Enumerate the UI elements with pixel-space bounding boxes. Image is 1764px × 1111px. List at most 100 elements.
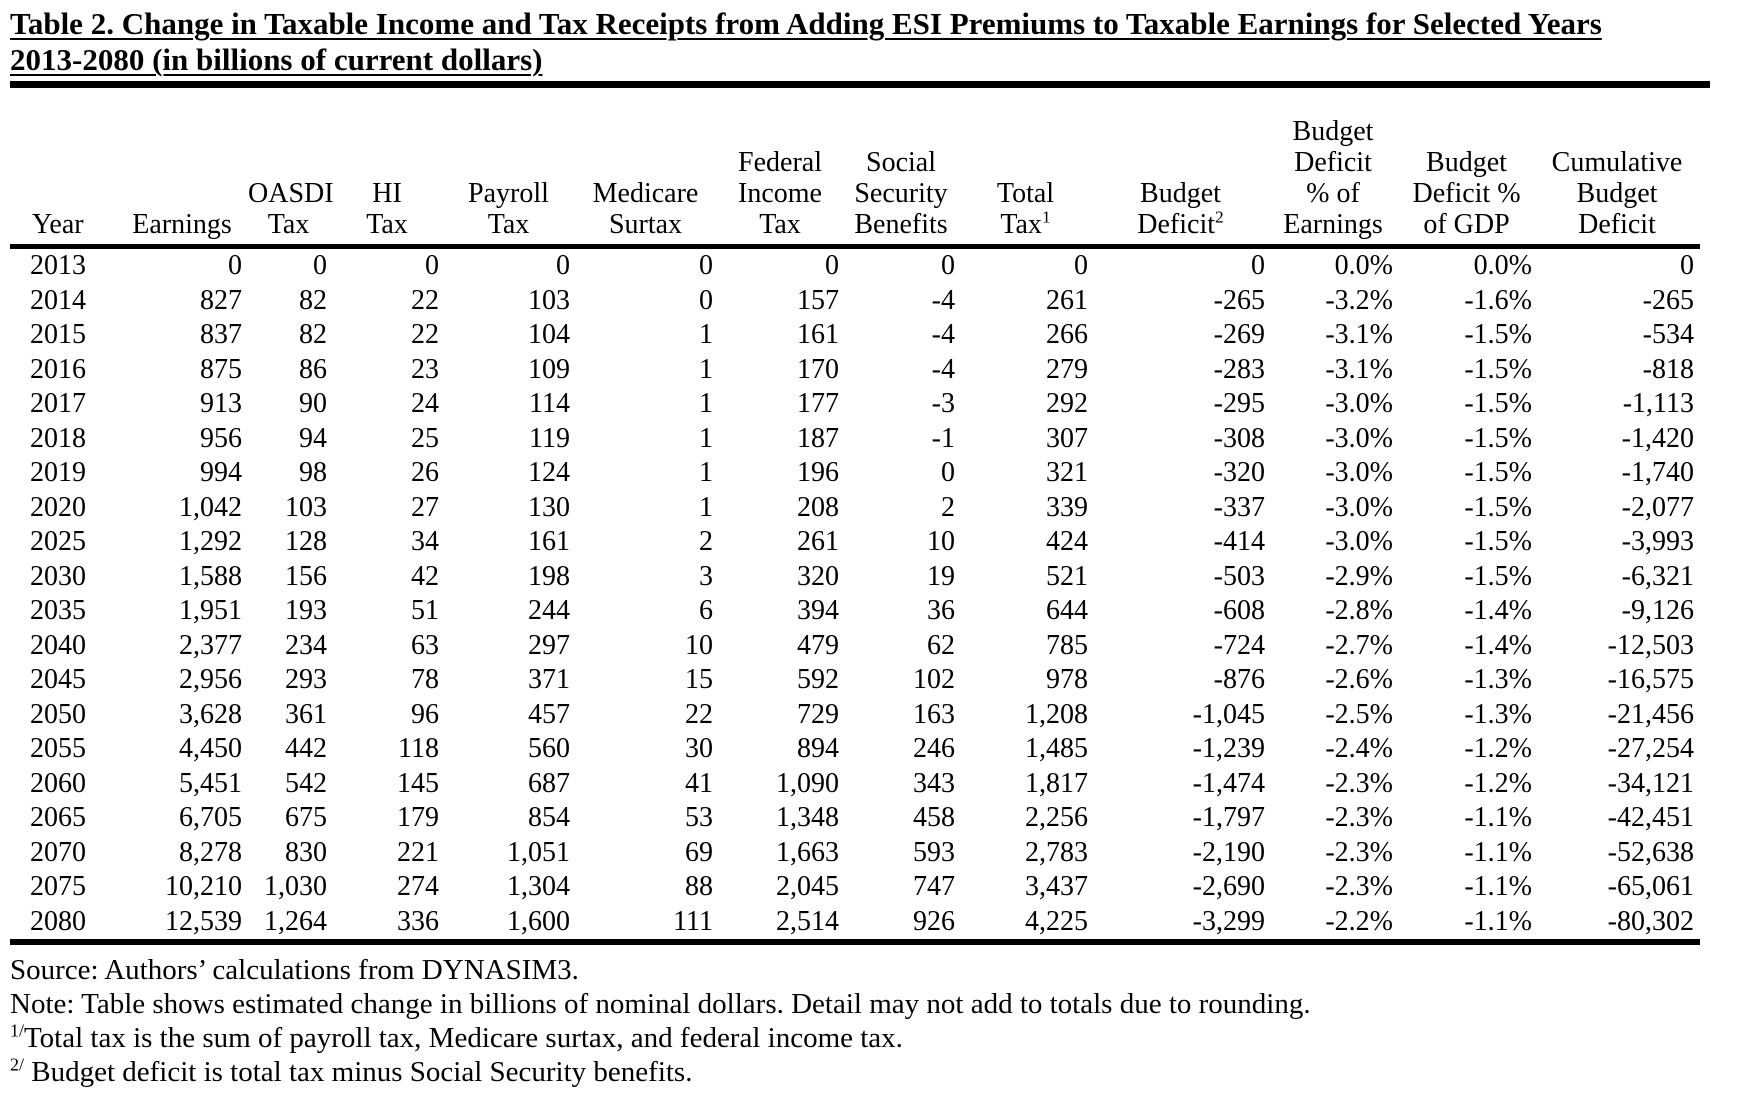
value-cell-cumulative-budget-deficit: -65,061 — [1607, 871, 1694, 902]
year-cell: 2015 — [30, 319, 86, 350]
value-cell-social-security-benefits: 62 — [927, 629, 955, 661]
column-header-federal-income-tax: Federal Income Tax — [719, 88, 845, 249]
value-cell-earnings: 994 — [200, 457, 242, 488]
value-cell-earnings: 827 — [200, 284, 242, 316]
value-cell-budget-deficit-pct-gdp: -1.5% — [1464, 388, 1532, 419]
rounding-note: Note: Table shows estimated change in bi… — [10, 988, 1311, 1020]
value-cell-social-security-benefits: 10 — [927, 526, 955, 557]
value-cell-hi-tax: 274 — [397, 871, 439, 902]
value-cell-social-security-benefits: -3 — [931, 388, 955, 419]
value-cell-payroll-tax: 1,304 — [507, 871, 570, 902]
value-cell-total-tax: 266 — [1046, 319, 1088, 350]
value-cell-medicare-surtax: 2 — [699, 526, 713, 557]
value-cell-budget-deficit-pct-gdp: -1.4% — [1464, 629, 1532, 661]
year-cell: 2050 — [30, 698, 86, 730]
value-cell-federal-income-tax: 177 — [797, 388, 839, 419]
value-cell-payroll-tax: 114 — [529, 388, 570, 419]
value-cell-earnings: 956 — [200, 422, 242, 454]
value-cell-federal-income-tax: 208 — [797, 491, 839, 523]
value-cell-budget-deficit: -337 — [1213, 491, 1265, 523]
value-cell-cumulative-budget-deficit: -818 — [1642, 353, 1694, 385]
value-cell-hi-tax: 22 — [411, 284, 439, 316]
value-cell-hi-tax: 221 — [397, 836, 439, 868]
value-cell-budget-deficit-pct-gdp: -1.3% — [1464, 664, 1532, 695]
year-cell: 2030 — [30, 560, 86, 592]
value-cell-social-security-benefits: -4 — [931, 284, 955, 316]
value-cell-budget-deficit-pct-earnings: -2.3% — [1325, 767, 1393, 799]
value-cell-payroll-tax: 1,051 — [507, 836, 570, 868]
value-cell-budget-deficit-pct-earnings: -2.9% — [1325, 560, 1393, 592]
value-cell-budget-deficit: -2,190 — [1192, 836, 1265, 868]
value-cell-total-tax: 1,817 — [1025, 767, 1088, 799]
footnote-2: 2/ Budget deficit is total tax minus Soc… — [10, 1055, 1730, 1089]
column-header-social-security-benefits: Social Security Benefits — [845, 88, 961, 249]
value-cell-total-tax: 339 — [1046, 491, 1088, 523]
value-cell-payroll-tax: 161 — [528, 526, 570, 557]
value-cell-oasdi-tax: 1,030 — [264, 871, 327, 902]
value-cell-oasdi-tax: 442 — [285, 733, 327, 764]
value-cell-budget-deficit-pct-gdp: -1.5% — [1464, 491, 1532, 523]
value-cell-budget-deficit-pct-gdp: -1.5% — [1464, 526, 1532, 557]
value-cell-budget-deficit: -265 — [1213, 284, 1265, 316]
value-cell-hi-tax: 145 — [397, 767, 439, 799]
value-cell-federal-income-tax: 187 — [797, 422, 839, 454]
value-cell-budget-deficit-pct-earnings: -3.1% — [1325, 319, 1393, 350]
value-cell-federal-income-tax: 2,045 — [776, 871, 839, 902]
value-cell-cumulative-budget-deficit: -1,420 — [1621, 422, 1694, 454]
value-cell-budget-deficit-pct-gdp: -1.6% — [1464, 284, 1532, 316]
value-cell-earnings: 1,951 — [179, 595, 242, 626]
value-cell-budget-deficit-pct-earnings: -2.7% — [1325, 629, 1393, 661]
value-cell-budget-deficit: -320 — [1213, 457, 1265, 488]
value-cell-hi-tax: 27 — [411, 491, 439, 523]
year-cell: 2070 — [30, 836, 86, 868]
table-row-2045: 2045 2,956 293 78 371 15 592 102 978 -876 -2.6% -1.… — [10, 663, 1700, 698]
value-cell-medicare-surtax: 53 — [685, 802, 713, 833]
value-cell-cumulative-budget-deficit: -3,993 — [1621, 526, 1694, 557]
value-cell-hi-tax: 118 — [398, 733, 439, 764]
value-cell-budget-deficit-pct-earnings: 0.0% — [1334, 250, 1393, 281]
value-cell-federal-income-tax: 1,348 — [776, 802, 839, 833]
value-cell-payroll-tax: 560 — [528, 733, 570, 764]
value-cell-cumulative-budget-deficit: -534 — [1642, 319, 1694, 350]
value-cell-social-security-benefits: 0 — [941, 250, 955, 281]
value-cell-medicare-surtax: 41 — [685, 767, 713, 799]
value-cell-oasdi-tax: 234 — [285, 629, 327, 661]
value-cell-payroll-tax: 119 — [529, 422, 570, 454]
year-cell: 2045 — [30, 664, 86, 695]
value-cell-total-tax: 4,225 — [961, 904, 1094, 945]
value-cell-budget-deficit-pct-gdp: -1.5% — [1464, 353, 1532, 385]
table-body: 2013 0 0 0 0 0 0 0 0 0 0.0% 0.0% 0 2014 827 82 22 103 0 157… — [10, 247, 1700, 945]
value-cell-social-security-benefits: 343 — [913, 767, 955, 799]
value-cell-social-security-benefits: 246 — [913, 733, 955, 764]
value-cell-budget-deficit: -3,299 — [1094, 904, 1271, 945]
value-cell-budget-deficit: 0 — [1251, 250, 1265, 281]
value-cell-budget-deficit-pct-earnings: -3.0% — [1325, 526, 1393, 557]
value-cell-budget-deficit-pct-gdp: -1.5% — [1464, 560, 1532, 592]
value-cell-budget-deficit-pct-gdp: 0.0% — [1473, 250, 1532, 281]
value-cell-federal-income-tax: 592 — [797, 664, 839, 695]
value-cell-budget-deficit: -608 — [1213, 595, 1265, 626]
table-row-2040: 2040 2,377 234 63 297 10 479 62 785 -724 -2.7% -1.4… — [10, 629, 1700, 664]
table-row-2015: 2015 837 82 22 104 1 161 -4 266 -269 -3.1% -1.5% -53… — [10, 318, 1700, 353]
year-cell: 2025 — [30, 526, 86, 557]
value-cell-total-tax: 424 — [1046, 526, 1088, 557]
value-cell-cumulative-budget-deficit: -1,113 — [1622, 388, 1694, 419]
value-cell-total-tax: 3,437 — [1025, 871, 1088, 902]
table-row-2025: 2025 1,292 128 34 161 2 261 10 424 -414 -3.0% -1.5%… — [10, 525, 1700, 560]
value-cell-cumulative-budget-deficit: -34,121 — [1607, 767, 1694, 799]
table-header: Year Earnings OASDI Tax HI Tax Payroll Tax Medic… — [10, 88, 1700, 249]
value-cell-medicare-surtax: 1 — [699, 491, 713, 523]
value-cell-earnings: 6,705 — [179, 802, 242, 833]
value-cell-hi-tax: 78 — [411, 664, 439, 695]
value-cell-budget-deficit-pct-earnings: -2.6% — [1325, 664, 1393, 695]
value-cell-medicare-surtax: 111 — [576, 904, 719, 945]
value-cell-federal-income-tax: 394 — [797, 595, 839, 626]
table-row-2060: 2060 5,451 542 145 687 41 1,090 343 1,817 -1,474 -… — [10, 767, 1700, 802]
value-cell-total-tax: 0 — [1074, 250, 1088, 281]
value-cell-federal-income-tax: 0 — [825, 250, 839, 281]
value-cell-budget-deficit-pct-gdp: -1.1% — [1464, 836, 1532, 868]
value-cell-budget-deficit-pct-earnings: -3.0% — [1325, 457, 1393, 488]
table-row-2014: 2014 827 82 22 103 0 157 -4 261 -265 -3.2% -1.6% -26… — [10, 284, 1700, 319]
value-cell-hi-tax: 96 — [411, 698, 439, 730]
